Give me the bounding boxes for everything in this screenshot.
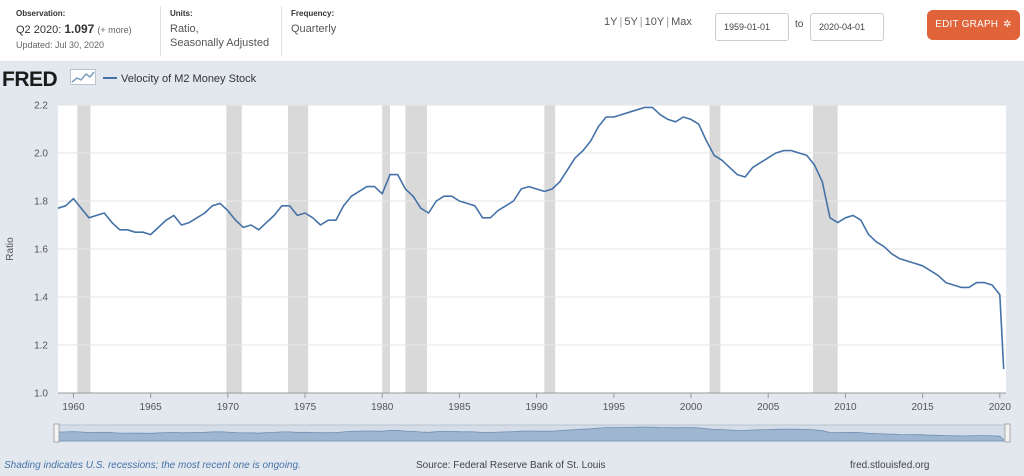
- y-tick-label: 1.2: [34, 341, 48, 352]
- x-tick-label: 1990: [526, 402, 549, 413]
- range-selector: 1Y | 5Y | 10Y | Max: [604, 16, 692, 28]
- to-label: to: [795, 19, 804, 30]
- y-axis-label: Ratio: [5, 237, 16, 261]
- fred-chart-icon: [70, 69, 96, 85]
- units-label: Units:: [170, 9, 193, 18]
- range-max-button[interactable]: Max: [671, 16, 692, 28]
- updated-date: Updated: Jul 30, 2020: [16, 40, 105, 50]
- units-value-line2: Seasonally Adjusted: [170, 37, 270, 49]
- x-tick-label: 1980: [371, 402, 394, 413]
- navigator-series[interactable]: [57, 426, 1005, 442]
- site-link[interactable]: fred.stlouisfed.org: [850, 460, 930, 471]
- range-separator: |: [619, 16, 623, 28]
- frequency-value: Quarterly: [291, 23, 337, 35]
- x-tick-label: 2015: [912, 402, 935, 413]
- frequency-label: Frequency:: [291, 9, 335, 18]
- units-value-line1: Ratio,: [170, 23, 199, 35]
- units-panel: Units: Ratio, Seasonally Adjusted: [170, 8, 269, 50]
- y-tick-label: 1.8: [34, 197, 48, 208]
- x-tick-label: 1960: [62, 402, 85, 413]
- range-5y-button[interactable]: 5Y: [624, 16, 638, 28]
- y-tick-label: 2.0: [34, 149, 48, 160]
- divider: [281, 6, 282, 56]
- y-tick-label: 1.0: [34, 389, 48, 400]
- x-tick-label: 2010: [834, 402, 857, 413]
- series-line: [57, 106, 1005, 370]
- y-tick-label: 2.2: [34, 101, 48, 112]
- end-date-input[interactable]: 2020-04-01: [810, 13, 884, 41]
- x-tick-label: 2000: [680, 402, 703, 413]
- header-bar: Observation: Q2 2020: 1.097 (+ more) Upd…: [0, 0, 1024, 62]
- edit-graph-button[interactable]: EDIT GRAPH ✲: [927, 10, 1020, 40]
- x-tick-label: 1995: [603, 402, 626, 413]
- y-tick-label: 1.6: [34, 245, 48, 256]
- chart-legend: Velocity of M2 Money Stock: [103, 73, 256, 85]
- more-link[interactable]: (+ more): [97, 25, 132, 35]
- observation-value-line: Q2 2020: 1.097 (+ more): [16, 22, 132, 37]
- observation-panel: Observation: Q2 2020: 1.097 (+ more) Upd…: [16, 8, 132, 52]
- y-tick-label: 1.4: [34, 293, 48, 304]
- x-tick-label: 1970: [217, 402, 240, 413]
- x-tick-label: 2005: [757, 402, 780, 413]
- fred-logo[interactable]: FRED: [2, 68, 58, 91]
- range-1y-button[interactable]: 1Y: [604, 16, 618, 28]
- frequency-panel: Frequency: Quarterly: [291, 8, 336, 36]
- range-separator: |: [639, 16, 643, 28]
- gear-icon: ✲: [1003, 19, 1012, 30]
- divider: [160, 6, 161, 56]
- navigator-handle-left[interactable]: [53, 423, 60, 443]
- source-note: Source: Federal Reserve Bank of St. Loui…: [416, 460, 606, 471]
- navigator-handle-right[interactable]: [1004, 423, 1011, 443]
- observation-label: Observation:: [16, 9, 66, 18]
- observation-value: 1.097: [64, 22, 95, 36]
- start-date-input[interactable]: 1959-01-01: [715, 13, 789, 41]
- legend-swatch: [103, 77, 117, 80]
- x-tick-label: 1985: [448, 402, 471, 413]
- range-separator: |: [666, 16, 670, 28]
- range-10y-button[interactable]: 10Y: [644, 16, 665, 28]
- x-tick-label: 1965: [140, 402, 163, 413]
- shading-note: Shading indicates U.S. recessions; the m…: [4, 460, 301, 471]
- edit-graph-label: EDIT GRAPH: [935, 19, 999, 30]
- legend-series-label: Velocity of M2 Money Stock: [121, 73, 257, 85]
- x-tick-label: 1975: [294, 402, 317, 413]
- observation-period: Q2 2020:: [16, 24, 62, 36]
- x-tick-label: 2020: [989, 402, 1012, 413]
